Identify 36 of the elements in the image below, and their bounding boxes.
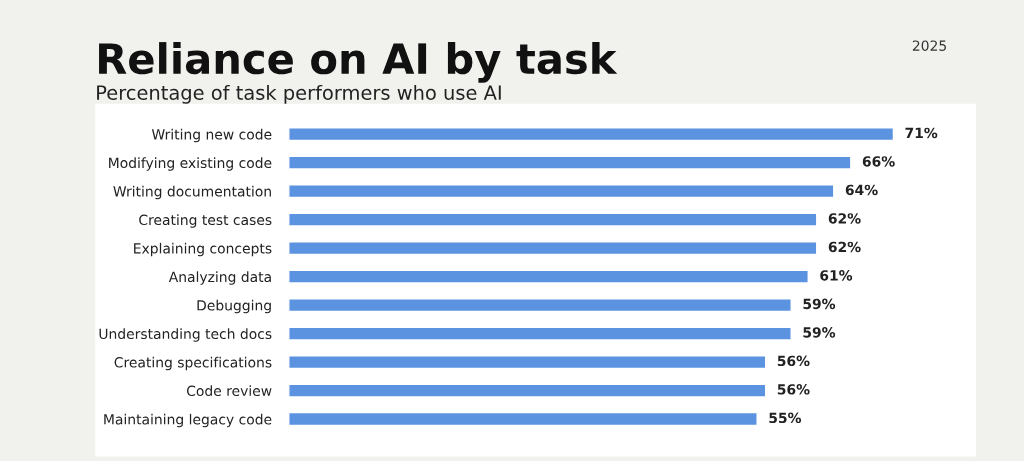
data-label: 59% (803, 327, 836, 338)
data-label: 71% (905, 127, 938, 139)
y-tick-label: Creating specifications (114, 356, 272, 371)
y-tick-label: Analyzing data (168, 271, 271, 285)
bar (288, 383, 767, 398)
bar (288, 297, 792, 313)
data-label: 62% (828, 213, 861, 224)
data-label: 62% (828, 241, 861, 253)
chart-title: Reliance on AI by task (99, 42, 618, 83)
y-tick-label: Debugging (197, 299, 271, 314)
data-label: 56% (777, 384, 810, 395)
bar (288, 269, 809, 284)
y-tick-label: Code review (186, 385, 272, 397)
y-tick-label: Writing new code (151, 128, 272, 143)
chart-subtitle: Percentage of task performers who use AI (97, 84, 501, 104)
data-label: 56% (777, 355, 810, 367)
data-label: 55% (769, 412, 802, 424)
bar (288, 212, 818, 227)
text: 2025 (912, 40, 946, 51)
data-label: 59% (803, 298, 836, 310)
y-tick-label: Writing documentation (113, 185, 271, 200)
bar (288, 240, 818, 256)
y-tick-label: Maintaining legacy code (104, 413, 272, 428)
y-tick-label: Modifying existing code (109, 157, 272, 171)
y-tick-label: Explaining concepts (134, 242, 272, 257)
data-label: 66% (862, 156, 895, 167)
data-label: 61% (820, 270, 853, 281)
bar (288, 354, 767, 370)
data-label: 64% (845, 184, 878, 196)
bar (288, 326, 792, 341)
y-tick-label: Creating test cases (139, 214, 272, 228)
bar (288, 411, 758, 427)
bar (288, 183, 835, 199)
y-tick-label: Understanding tech docs (99, 328, 272, 342)
bar (288, 127, 895, 142)
bar (288, 155, 852, 170)
